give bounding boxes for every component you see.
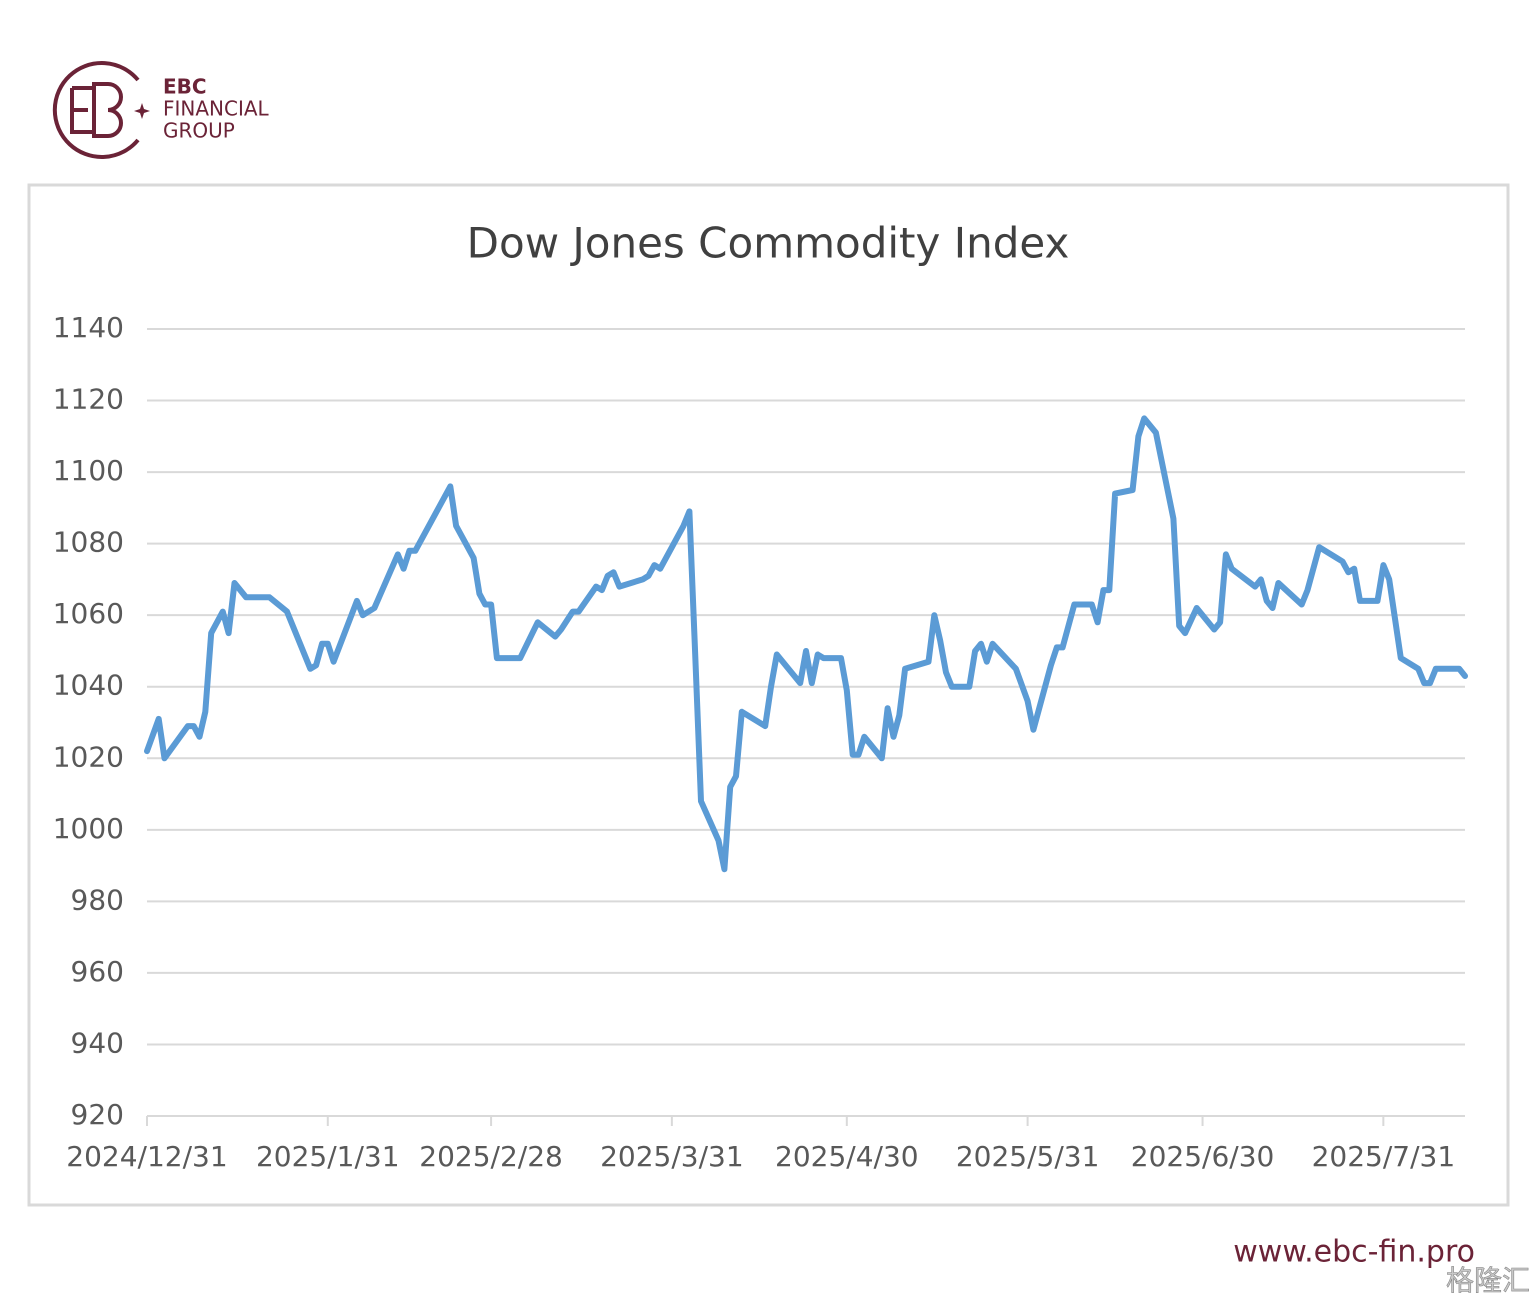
x-tick-label: 2024/12/31 [66, 1140, 227, 1173]
y-tick-label: 980 [71, 883, 124, 916]
y-tick-label: 960 [71, 955, 124, 988]
x-tick-label: 2025/4/30 [775, 1140, 919, 1173]
x-tick-label: 2025/2/28 [419, 1140, 563, 1173]
x-tick-label: 2025/5/31 [956, 1140, 1100, 1173]
y-tick-label: 1020 [53, 740, 124, 773]
y-tick-label: 1000 [53, 812, 124, 845]
y-tick-label: 940 [71, 1026, 124, 1059]
y-tick-label: 1080 [53, 526, 124, 559]
y-tick-label: 1120 [53, 383, 124, 416]
y-tick-label: 1040 [53, 669, 124, 702]
x-tick-label: 2025/6/30 [1131, 1140, 1275, 1173]
x-tick-label: 2025/1/31 [256, 1140, 400, 1173]
brand-name: EBC [163, 75, 207, 99]
y-tick-label: 1140 [53, 311, 124, 344]
website: www.ebc-fin.pro [1233, 1235, 1475, 1270]
watermark: 格隆汇 [1446, 1264, 1530, 1297]
x-tick-label: 2025/3/31 [600, 1140, 744, 1173]
logo-mark [70, 82, 123, 138]
logo: EBC FINANCIAL GROUP [52, 61, 270, 159]
plot: 920 940 960 980 1000 1020 1040 1060 1080 1100 1120… [53, 311, 1468, 1173]
y-tick-label: 1100 [53, 454, 124, 487]
chart-title: Dow Jones Commodity Index [467, 219, 1070, 268]
y-tick-label: 1060 [53, 597, 124, 630]
brand-line: FINANCIAL [163, 97, 270, 121]
data-line [144, 415, 1468, 873]
logo-star [134, 103, 150, 119]
logo-ring [52, 61, 140, 159]
y-tick-label: 920 [71, 1098, 124, 1131]
x-tick-label: 2025/7/31 [1312, 1140, 1456, 1173]
brand-line: GROUP [163, 119, 235, 143]
